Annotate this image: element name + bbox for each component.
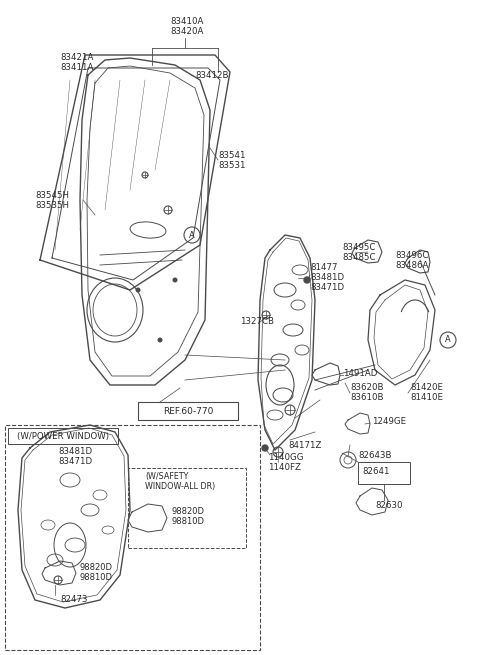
Text: 83412B: 83412B: [195, 71, 228, 79]
Text: 83541: 83541: [218, 151, 245, 160]
Text: 83495C: 83495C: [342, 244, 375, 252]
Text: 1491AD: 1491AD: [343, 369, 377, 377]
Text: 98820D: 98820D: [80, 563, 113, 572]
Text: 98820D: 98820D: [172, 508, 205, 517]
Text: 83485C: 83485C: [342, 253, 375, 263]
Text: 1249GE: 1249GE: [372, 417, 406, 426]
Bar: [128, 468, 246, 548]
Circle shape: [172, 278, 178, 282]
Text: 83531: 83531: [218, 160, 245, 170]
Text: 82641: 82641: [362, 468, 390, 476]
Circle shape: [262, 445, 268, 451]
Text: 83411A: 83411A: [60, 64, 94, 73]
Text: 81410E: 81410E: [410, 394, 443, 403]
Text: 83410A: 83410A: [170, 18, 204, 26]
Text: 83545H: 83545H: [35, 191, 69, 200]
Circle shape: [157, 337, 163, 343]
Text: A: A: [189, 231, 195, 240]
Text: 83496C: 83496C: [395, 250, 428, 259]
Text: 82643B: 82643B: [358, 451, 392, 460]
Text: 81477: 81477: [310, 263, 337, 272]
Text: (W/POWER WINDOW): (W/POWER WINDOW): [17, 432, 109, 441]
Circle shape: [304, 277, 310, 283]
Text: (W/SAFETY: (W/SAFETY: [145, 472, 188, 481]
Text: 83535H: 83535H: [35, 200, 69, 210]
Text: 83610B: 83610B: [350, 394, 384, 403]
Circle shape: [135, 288, 141, 293]
Bar: [138, 402, 238, 420]
Bar: [358, 462, 410, 484]
Text: 83421A: 83421A: [60, 54, 94, 62]
Text: A: A: [445, 335, 451, 345]
Text: 84171Z: 84171Z: [288, 441, 322, 449]
Text: 1140FZ: 1140FZ: [268, 464, 301, 472]
Text: 83620B: 83620B: [350, 383, 384, 392]
Text: 83481D: 83481D: [58, 447, 92, 457]
Text: 82473: 82473: [60, 595, 87, 605]
Text: WINDOW-ALL DR): WINDOW-ALL DR): [145, 481, 215, 491]
Text: 1327CB: 1327CB: [240, 318, 274, 326]
Text: 83471D: 83471D: [58, 457, 92, 466]
Text: 83471D: 83471D: [310, 284, 344, 293]
Text: 98810D: 98810D: [172, 517, 205, 527]
Text: 83420A: 83420A: [170, 28, 204, 37]
Text: 98810D: 98810D: [80, 572, 113, 582]
Text: 1140GG: 1140GG: [268, 453, 303, 462]
Text: REF.60-770: REF.60-770: [163, 407, 213, 415]
Bar: [8, 428, 118, 444]
Text: 81420E: 81420E: [410, 383, 443, 392]
Text: 83481D: 83481D: [310, 274, 344, 282]
Bar: [5, 425, 260, 650]
Text: 82630: 82630: [375, 500, 403, 510]
Text: 83486A: 83486A: [395, 261, 428, 269]
